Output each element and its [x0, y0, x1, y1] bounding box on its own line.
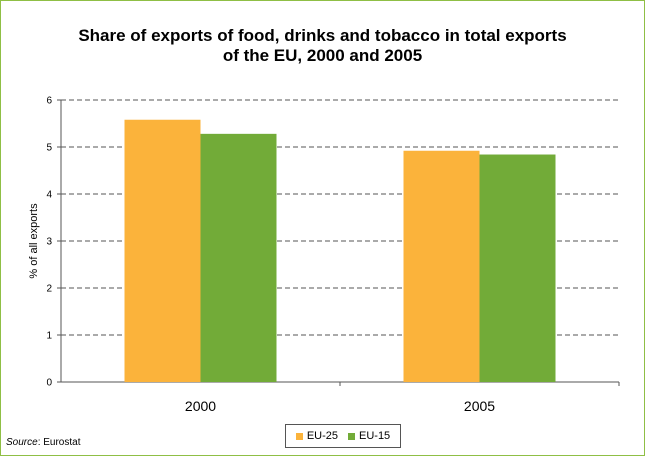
y-axis-label: % of all exports — [28, 203, 40, 279]
legend-swatch-eu25 — [295, 432, 303, 440]
bar-eu-25-2000 — [124, 119, 201, 383]
chart-title: Share of exports of food, drinks and tob… — [0, 26, 645, 66]
legend-label-eu15: EU-15 — [359, 430, 391, 442]
legend-swatch-eu15 — [348, 432, 355, 440]
bar-eu-15-2005 — [479, 154, 556, 382]
y-tick-label-5: 5 — [46, 143, 52, 154]
y-tick-label-3: 3 — [46, 237, 52, 248]
y-tick-label-1: 1 — [46, 331, 52, 342]
chart-title-line-1: Share of exports of food, drinks and tob… — [78, 26, 567, 45]
bar-eu-15-2000 — [200, 133, 277, 382]
x-tick-label-2000: 2000 — [185, 398, 216, 414]
y-tick-label-2: 2 — [46, 284, 52, 295]
bar-eu-25-2005 — [403, 150, 480, 382]
chart-title-line-2: of the EU, 2000 and 2005 — [222, 46, 423, 65]
legend-item-eu25: EU-25 — [295, 430, 338, 442]
x-tick-label-2005: 2005 — [464, 398, 495, 414]
legend-item-eu15: EU-15 — [348, 430, 390, 442]
source-label: Source — [6, 437, 38, 448]
chart-legend: EU-25 EU-15 — [285, 424, 401, 448]
source-text: : Eurostat — [37, 437, 81, 448]
legend-label-eu25: EU-25 — [306, 430, 338, 442]
y-tick-label-6: 6 — [46, 96, 52, 107]
y-tick-label-4: 4 — [46, 190, 52, 201]
source-note: Source: Eurostat — [6, 437, 81, 448]
y-tick-label-0: 0 — [46, 378, 52, 389]
